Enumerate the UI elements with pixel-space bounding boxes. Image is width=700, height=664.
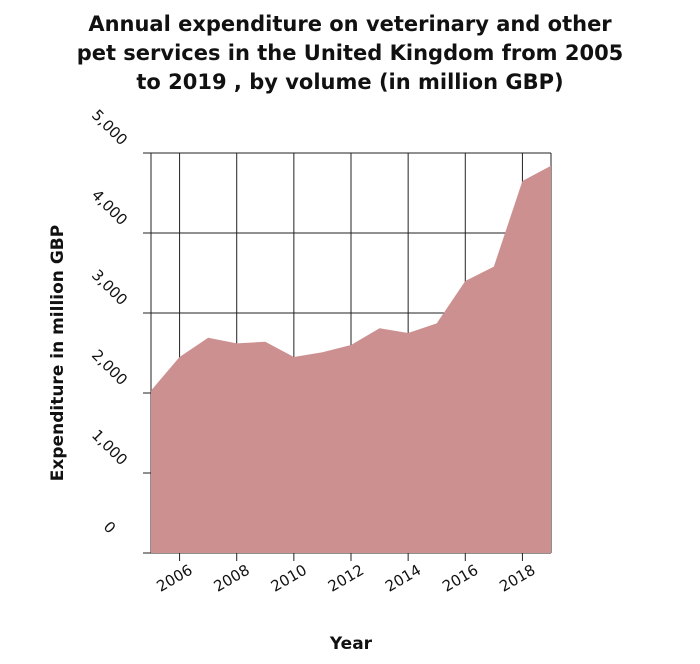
x-tick-label-1: 2008 <box>211 561 253 596</box>
x-tick-label-2: 2010 <box>268 561 310 596</box>
x-tick-label-0: 2006 <box>154 561 196 596</box>
y-tick-label-0: 0 <box>100 518 119 537</box>
x-tick-label-3: 2012 <box>325 561 367 596</box>
x-axis-label: Year <box>329 634 373 654</box>
area-series <box>150 165 552 554</box>
x-tick-label-4: 2014 <box>382 561 424 596</box>
chart-title-line-1: Annual expenditure on veterinary and oth… <box>88 12 612 36</box>
chart-title-line-2: pet services in the United Kingdom from … <box>77 41 624 65</box>
y-tick-label-2: 2,000 <box>88 346 131 389</box>
chart-title: Annual expenditure on veterinary and oth… <box>77 12 624 94</box>
y-tick-label-3: 3,000 <box>88 266 131 309</box>
y-axis-ticks: 0 1,000 2,000 3,000 4,000 5,000 <box>88 106 131 537</box>
y-tick-label-4: 4,000 <box>88 186 131 229</box>
y-tick-label-5: 5,000 <box>88 106 131 149</box>
area-series-0 <box>151 165 551 554</box>
x-axis-ticks: 2006 2008 2010 2012 2014 2016 2018 <box>154 561 539 596</box>
chart-title-line-3: to 2019 , by volume (in million GBP) <box>136 70 563 94</box>
y-axis-label: Expenditure in million GBP <box>48 225 68 481</box>
x-tick-label-5: 2016 <box>439 561 481 596</box>
y-tick-label-1: 1,000 <box>88 426 131 469</box>
x-tick-label-6: 2018 <box>496 561 538 596</box>
